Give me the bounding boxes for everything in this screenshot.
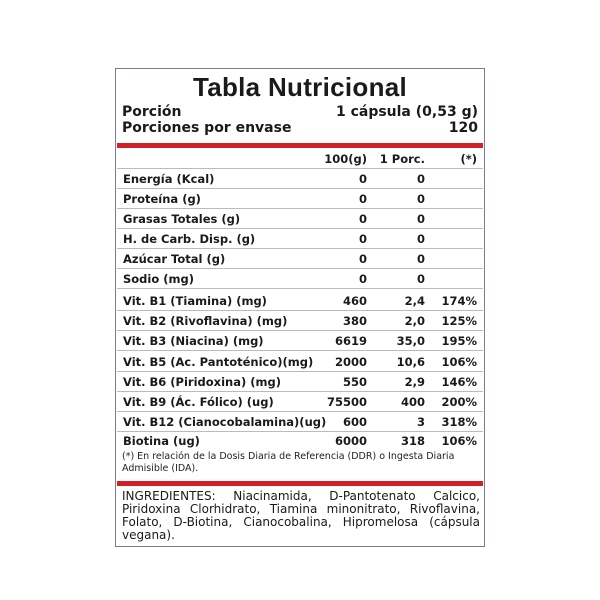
table-row: Vit. B6 (Piridoxina) (mg) 550 2,9 146% (117, 372, 483, 392)
table-row: H. de Carb. Disp. (g) 0 0 (117, 229, 483, 249)
value-100g: 0 (358, 172, 367, 186)
table-row: Biotina (ug) 6000 318 106% (117, 431, 483, 451)
ingredients: INGREDIENTES: Niacinamida, D-Pantotenato… (122, 489, 480, 542)
value-ddr: 146% (441, 375, 477, 389)
nutrient-name: Vit. B12 (Cianocobalamina)(ug) (123, 415, 327, 429)
value-100g: 0 (358, 212, 367, 226)
table-row: Vit. B2 (Rivoflavina) (mg) 380 2,0 125% (117, 311, 483, 331)
value-portion: 3 (416, 415, 425, 429)
servings-per-label: Porciones por envase (122, 120, 292, 136)
header-ddr: (*) (460, 152, 477, 166)
header-portion: 1 Porc. (379, 152, 425, 166)
value-portion: 0 (416, 232, 425, 246)
nutrition-table-frame (115, 68, 485, 547)
value-100g: 460 (342, 294, 367, 308)
serving-label: Porción (122, 104, 182, 120)
value-100g: 75500 (326, 395, 367, 409)
nutrient-name: Proteína (g) (123, 192, 201, 206)
nutrient-name: Biotina (ug) (123, 434, 200, 448)
table-header: 100(g) 1 Porc. (*) (117, 149, 483, 169)
red-divider (117, 143, 483, 148)
nutrient-name: H. de Carb. Disp. (g) (123, 232, 256, 246)
nutrient-name: Vit. B9 (Ác. Fólico) (ug) (123, 395, 274, 409)
nutrient-name: Grasas Totales (g) (123, 212, 241, 226)
value-portion: 0 (416, 252, 425, 266)
page-title: Tabla Nutricional (192, 72, 408, 102)
value-ddr: 125% (441, 314, 477, 328)
nutrient-name: Vit. B1 (Tiamina) (mg) (123, 294, 267, 308)
value-ddr: 200% (441, 395, 477, 409)
table-row: Proteína (g) 0 0 (117, 189, 483, 209)
value-100g: 0 (358, 192, 367, 206)
value-portion: 0 (416, 272, 425, 286)
value-100g: 0 (358, 232, 367, 246)
value-portion: 0 (416, 192, 425, 206)
value-portion: 2,4 (404, 294, 425, 308)
nutrient-name: Vit. B5 (Ac. Pantoténico)(mg) (123, 355, 314, 369)
nutrient-name: Sodio (mg) (123, 272, 194, 286)
value-100g: 6000 (334, 434, 367, 448)
nutrient-name: Energía (Kcal) (123, 172, 215, 186)
value-ddr: 106% (441, 434, 477, 448)
value-portion: 35,0 (396, 334, 425, 348)
value-portion: 0 (416, 212, 425, 226)
table-row: Azúcar Total (g) 0 0 (117, 249, 483, 269)
value-ddr: 174% (441, 294, 477, 308)
table-row: Vit. B1 (Tiamina) (mg) 460 2,4 174% (117, 291, 483, 311)
nutrient-name: Vit. B3 (Niacina) (mg) (123, 334, 264, 348)
value-ddr: 195% (441, 334, 477, 348)
table-row: Vit. B12 (Cianocobalamina)(ug) 600 3 318% (117, 412, 483, 432)
nutrient-name: Vit. B6 (Piridoxina) (mg) (123, 375, 281, 389)
serving-value: 1 cápsula (0,53 g) (335, 104, 478, 120)
nutrient-name: Vit. B2 (Rivoflavina) (mg) (123, 314, 288, 328)
table-row: Vit. B9 (Ác. Fólico) (ug) 75500 400 200% (117, 392, 483, 412)
value-ddr: 106% (441, 355, 477, 369)
servings-per-value: 120 (448, 120, 478, 136)
table-row: Vit. B5 (Ac. Pantoténico)(mg) 2000 10,6 106… (117, 352, 483, 372)
table-row: Energía (Kcal) 0 0 (117, 169, 483, 189)
value-100g: 6619 (334, 334, 367, 348)
value-100g: 600 (342, 415, 367, 429)
value-100g: 550 (342, 375, 367, 389)
value-100g: 380 (342, 314, 367, 328)
header-100g: 100(g) (324, 152, 367, 166)
table-row: Sodio (mg) 0 0 (117, 269, 483, 289)
value-portion: 400 (400, 395, 425, 409)
serving-size: Porción 1 cápsula (0,53 g) (122, 105, 478, 120)
table-row: Vit. B3 (Niacina) (mg) 6619 35,0 195% (117, 331, 483, 351)
nutrient-name: Azúcar Total (g) (123, 252, 226, 266)
value-portion: 0 (416, 172, 425, 186)
servings-per-container: Porciones por envase 120 (122, 121, 478, 136)
value-100g: 2000 (334, 355, 367, 369)
value-portion: 2,0 (404, 314, 425, 328)
footnote: (*) En relación de la Dosis Diaria de Re… (122, 451, 455, 474)
value-portion: 318 (400, 434, 425, 448)
value-100g: 0 (358, 252, 367, 266)
value-portion: 2,9 (404, 375, 425, 389)
value-portion: 10,6 (396, 355, 425, 369)
red-divider (117, 481, 483, 486)
value-ddr: 318% (441, 415, 477, 429)
value-100g: 0 (358, 272, 367, 286)
table-row: Grasas Totales (g) 0 0 (117, 209, 483, 229)
